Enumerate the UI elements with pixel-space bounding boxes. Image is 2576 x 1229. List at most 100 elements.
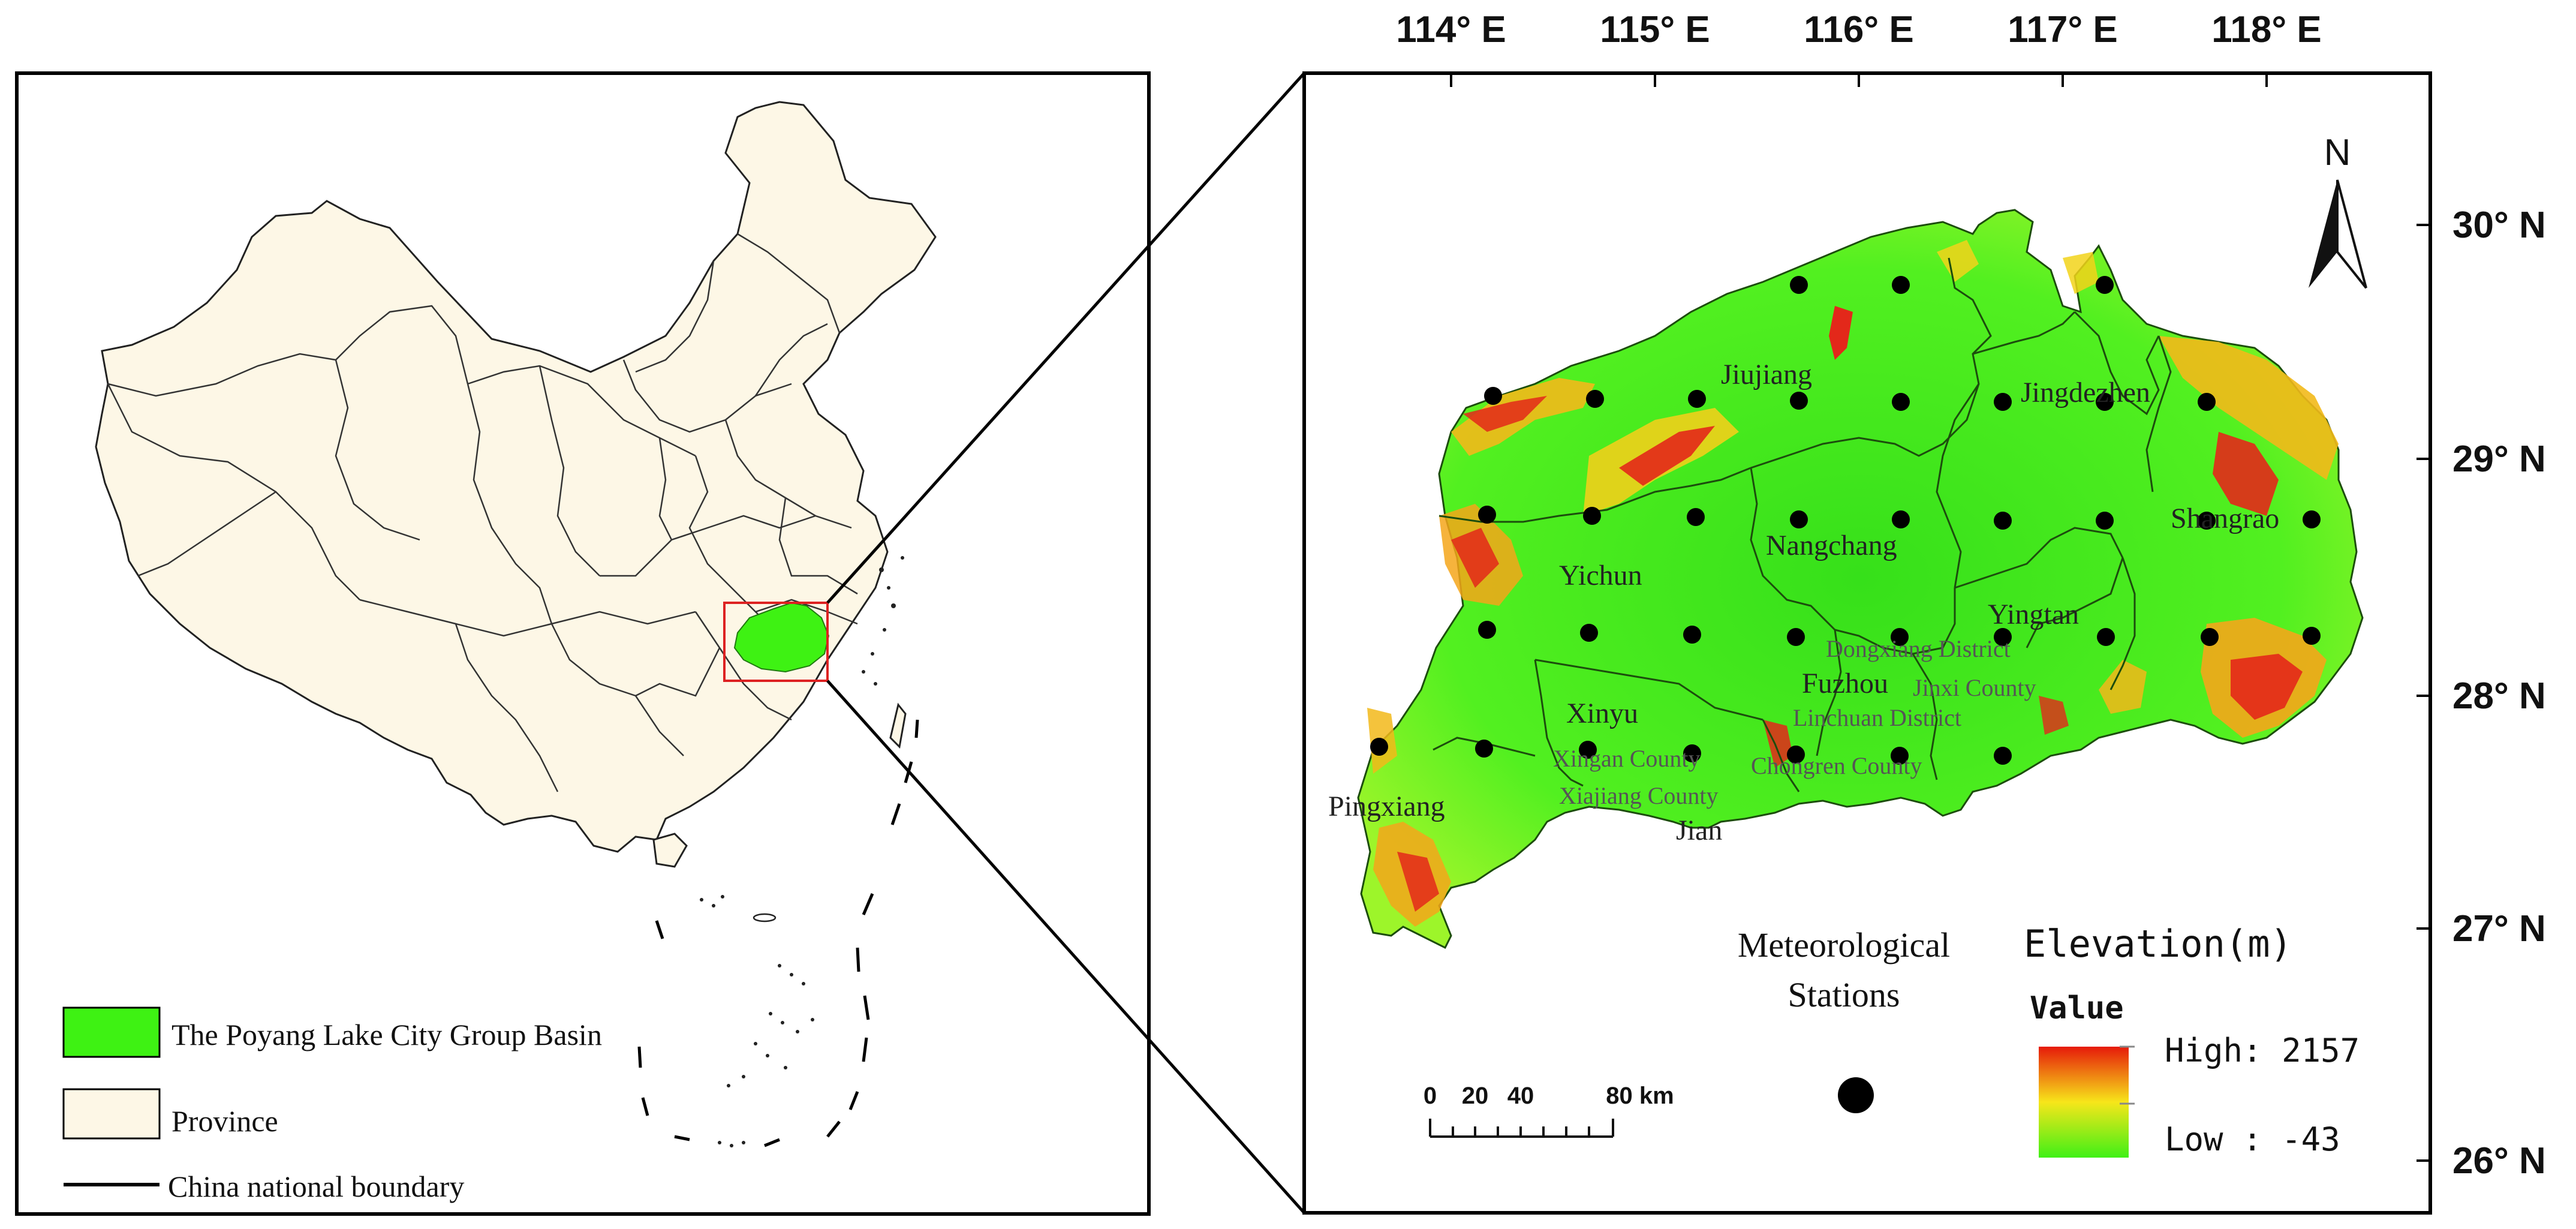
lat-label-28: 28° N — [2452, 675, 2546, 717]
legend-province-swatch — [62, 1088, 161, 1140]
city-boundaries — [1433, 257, 2172, 792]
elevation-legend-title: Elevation(m) — [2024, 922, 2292, 966]
north-arrow: N — [2309, 132, 2367, 289]
station-dot — [2198, 393, 2216, 411]
scale-tick-80: 80 km — [1606, 1083, 1674, 1109]
city-label-jingdezhen: Jingdezhen — [2021, 377, 2150, 408]
lat-label-30: 30° N — [2452, 205, 2546, 246]
city-label-jian: Jian — [1676, 815, 1722, 846]
overview-legend: The Poyang Lake City Group Basin Provinc… — [62, 1006, 602, 1203]
lon-label-114: 114° E — [1396, 9, 1506, 50]
station-dot — [1994, 512, 2012, 530]
legend-province-label: Province — [171, 1104, 278, 1138]
scale-bar: 0 20 40 80 km — [1424, 1083, 1674, 1138]
station-dot — [1892, 393, 1910, 411]
stations-legend-line1: Meteorological — [1738, 925, 1950, 964]
county-label-jinxi: Jinxi County — [1913, 674, 2036, 701]
county-label-xingan: Xingan County — [1553, 745, 1701, 772]
station-dot — [1683, 744, 1701, 762]
china-overview-map: The Poyang Lake City Group Basin Provinc… — [15, 71, 1151, 1216]
station-dot — [2201, 628, 2219, 646]
basin-detail-map: 114° E 115° E 116° E 117° E 118° E 30° N… — [1302, 9, 2546, 1215]
station-dot — [1790, 392, 1808, 410]
taiwan-island — [889, 702, 907, 749]
station-dot — [1475, 740, 1493, 758]
station-dot — [1994, 747, 2012, 765]
stations-legend-marker — [1838, 1077, 1874, 1113]
elevation-legend: Elevation(m) Value High: 2157 Low : -43 — [2024, 922, 2360, 1158]
legend-basin-swatch — [62, 1006, 161, 1058]
highland-relief — [1367, 240, 2339, 927]
elevation-color-ramp — [2039, 1047, 2129, 1158]
elevation-legend-high: High: 2157 — [2165, 1032, 2360, 1069]
station-dot — [1688, 390, 1706, 408]
lon-label-116: 116° E — [1804, 9, 1913, 50]
station-dot — [1580, 624, 1598, 642]
south-china-sea-islands — [700, 895, 814, 1147]
city-label-nangchang: Nangchang — [1766, 530, 1897, 561]
scale-tick-0: 0 — [1424, 1083, 1437, 1109]
south-china-sea-boundary — [637, 719, 919, 1147]
county-label-linchuan: Linchuan District — [1793, 704, 1961, 731]
north-arrow-icon — [2309, 180, 2337, 288]
station-dot — [1579, 741, 1597, 759]
station-dot — [1478, 506, 1496, 524]
station-dot — [1370, 738, 1388, 756]
station-dot — [2096, 393, 2114, 411]
inset-locator-box — [723, 602, 829, 682]
station-dot — [1994, 628, 2012, 646]
station-dot — [1478, 621, 1496, 639]
lat-label-29: 29° N — [2452, 438, 2546, 480]
station-markers — [1370, 276, 2321, 765]
county-label-xiajiang: Xiajiang County — [1559, 782, 1719, 809]
station-dot — [1994, 393, 2012, 411]
basin-elevation-surface — [1357, 209, 2364, 949]
station-dot — [1583, 507, 1601, 525]
latitude-ticks — [2416, 224, 2430, 1162]
city-label-xinyu: Xinyu — [1566, 698, 1638, 729]
station-dot — [1787, 628, 1805, 646]
station-dot — [1787, 746, 1805, 764]
station-dot — [1790, 510, 1808, 528]
station-dot — [1683, 626, 1701, 644]
coastal-islands — [862, 556, 904, 686]
station-dot — [2303, 627, 2321, 645]
station-dot — [1586, 390, 1604, 408]
city-label-yingtan: Yingtan — [1988, 599, 2079, 630]
station-dot — [1484, 387, 1502, 405]
city-label-jiujiang: Jiujiang — [1721, 359, 1812, 390]
station-dot — [1891, 747, 1909, 765]
city-label-shangrao: Shangrao — [2171, 503, 2279, 534]
lat-label-27: 27° N — [2452, 908, 2546, 949]
lon-label-115: 115° E — [1600, 9, 1710, 50]
county-label-dongxiang: Dongxiang District — [1826, 635, 2011, 662]
lon-label-117: 117° E — [2008, 9, 2117, 50]
station-dot — [2097, 628, 2115, 646]
city-label-yichun: Yichun — [1559, 560, 1642, 591]
longitude-ticks — [1450, 73, 2268, 87]
connector-line-top — [826, 72, 1305, 604]
legend-boundary-label: China national boundary — [168, 1170, 464, 1203]
connector-line-bottom — [826, 680, 1305, 1214]
hainan-island — [652, 833, 688, 868]
county-label-chongren: Chongren County — [1751, 752, 1922, 779]
stations-legend-line2: Stations — [1788, 975, 1900, 1014]
station-dot — [1790, 276, 1808, 294]
city-labels: Jiujiang Jingdezhen Shangrao Nangchang Y… — [1328, 359, 2279, 846]
station-dot — [1892, 510, 1910, 528]
province-boundaries — [107, 233, 858, 792]
station-dot — [1891, 628, 1909, 646]
station-dot — [2303, 510, 2321, 528]
city-label-pingxiang: Pingxiang — [1328, 791, 1445, 822]
station-dot — [2096, 512, 2114, 530]
scale-tick-40: 40 — [1507, 1083, 1534, 1109]
north-arrow-label: N — [2324, 132, 2351, 173]
station-dot — [1892, 276, 1910, 294]
elevation-legend-low: Low : -43 — [2165, 1120, 2340, 1158]
station-dot — [2198, 512, 2216, 530]
stations-legend: Meteorological Stations — [1738, 925, 1950, 1113]
scale-tick-20: 20 — [1462, 1083, 1489, 1109]
elevation-legend-value-heading: Value — [2030, 990, 2124, 1026]
county-labels: Dongxiang District Jinxi County Linchuan… — [1553, 635, 2036, 809]
lon-label-118: 118° E — [2211, 9, 2321, 50]
